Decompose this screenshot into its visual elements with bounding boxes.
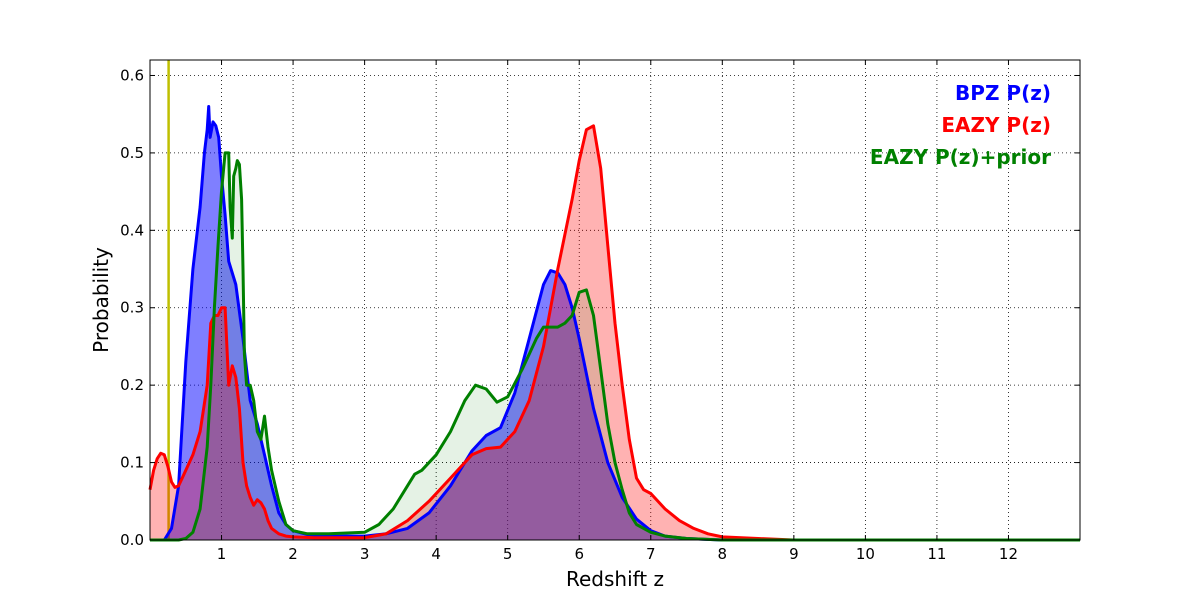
y-tick-label: 0.4 [120,221,144,239]
y-tick-label: 0.1 [120,454,144,472]
x-tick-label: 8 [718,545,728,563]
tick-layer: 1 2 3 4 5 6 7 8 9 10 11 120.00.10.20.30.40.50.6 [120,60,1080,563]
series-fill-1 [150,106,1080,540]
y-tick-label: 0.6 [120,66,144,84]
series-line-2 [148,124,1080,542]
x-tick-label: 12 [999,545,1018,563]
series-line-3 [150,151,1080,542]
x-tick-label: 7 [646,545,656,563]
x-tick-label: 1 [217,545,227,563]
y-tick-label: 0.3 [120,299,144,317]
x-tick-label: 11 [927,545,946,563]
legend-entry-3: EAZY P(z)+prior [870,145,1051,169]
y-tick-label: 0.5 [120,144,144,162]
x-tick-label: 6 [574,545,584,563]
x-tick-label: 2 [288,545,298,563]
plot-frame [149,59,1081,541]
legend-entry-2: EAZY P(z) [941,113,1051,137]
x-tick-label: 9 [789,545,799,563]
y-tick-label: 0.2 [120,376,144,394]
series-line-layer [148,105,1080,542]
y-axis-title: Probability [89,247,113,353]
x-tick-label: 4 [431,545,441,563]
legend-entry-1: BPZ P(z) [955,81,1051,105]
x-axis-title: Redshift z [566,567,664,591]
x-tick-label: 10 [856,545,875,563]
legend: BPZ P(z) EAZY P(z) EAZY P(z)+prior [870,81,1051,169]
y-tick-label: 0.0 [120,531,144,549]
x-tick-label: 3 [360,545,370,563]
series-fill-3 [150,152,1080,540]
x-tick-label: 5 [503,545,513,563]
